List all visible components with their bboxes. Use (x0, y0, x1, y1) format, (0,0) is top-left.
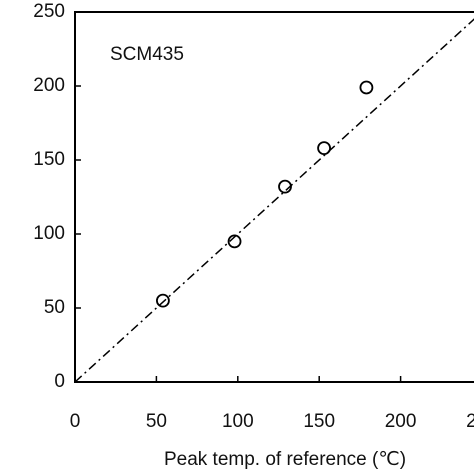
x-axis-label: Peak temp. of reference (℃) (164, 449, 406, 470)
y-tick-label: 250 (33, 1, 65, 22)
y-tick-label: 200 (33, 75, 65, 96)
point (156, 293, 170, 308)
plot-frame (74, 11, 474, 383)
y-tick-label: 0 (54, 371, 65, 392)
x-tick-label: 200 (385, 411, 417, 432)
point (227, 234, 242, 249)
annotation: SCM435 (110, 44, 184, 65)
point (317, 141, 331, 156)
x-tick-label: 50 (146, 411, 167, 432)
point (278, 179, 292, 194)
y-tick-label: 100 (33, 223, 65, 244)
x-tick-label: 250 (466, 411, 474, 432)
point (359, 80, 374, 95)
y-tick-label: 50 (44, 297, 65, 318)
y-tick-label: 150 (33, 149, 65, 170)
reference-line (74, 18, 474, 383)
x-tick-label: 0 (70, 411, 81, 432)
x-tick-label: 150 (303, 411, 335, 432)
x-tick-label: 100 (222, 411, 254, 432)
